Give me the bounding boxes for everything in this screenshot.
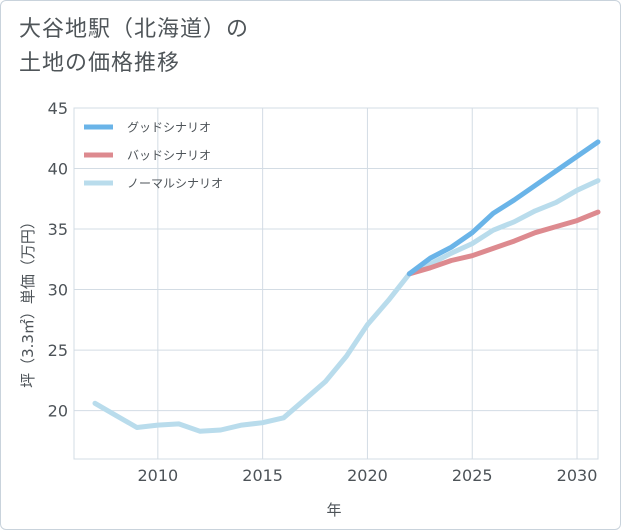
series-line-1 <box>406 209 601 277</box>
y-tick-label: 25 <box>48 341 68 360</box>
legend-label: ノーマルシナリオ <box>127 177 223 191</box>
y-tick-label: 20 <box>48 402 68 421</box>
y-tick-label: 35 <box>48 220 68 239</box>
legend-label: バッドシナリオ <box>127 149 211 163</box>
series-line-2 <box>92 178 601 434</box>
x-tick-label: 2010 <box>137 466 178 485</box>
x-axis-title: 年 <box>326 501 341 519</box>
series-line-0 <box>406 139 601 277</box>
y-axis-title: 坪（3.3㎡）単価（万円） <box>19 214 37 388</box>
x-tick-label: 2015 <box>242 466 283 485</box>
legend-item: ノーマルシナリオ <box>84 177 223 191</box>
legend-item: グッドシナリオ <box>84 121 211 135</box>
legend-item: バッドシナリオ <box>84 149 211 163</box>
y-tick-label: 40 <box>48 160 68 179</box>
x-tick-label: 2025 <box>452 466 493 485</box>
y-tick-label: 30 <box>48 281 68 300</box>
x-tick-label: 2020 <box>347 466 388 485</box>
chart-title: 大谷地駅（北海道）の 土地の価格推移 <box>19 17 250 76</box>
legend-label: グッドシナリオ <box>127 121 211 135</box>
y-tick-label: 45 <box>48 99 68 118</box>
x-tick-label: 2030 <box>557 466 598 485</box>
